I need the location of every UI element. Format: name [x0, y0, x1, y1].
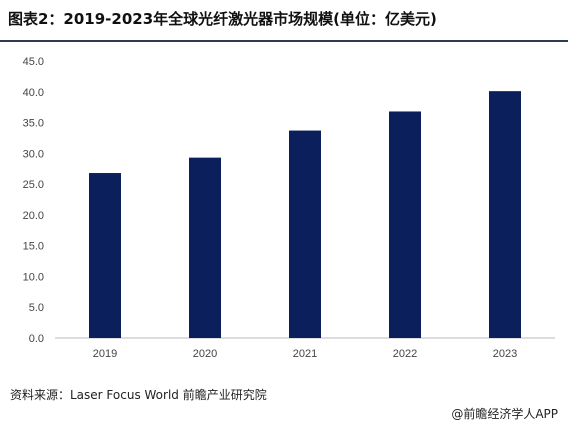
x-tick-label: 2021 [293, 348, 317, 360]
y-tick-label: 10.0 [23, 271, 44, 283]
y-axis-ticks: 0.0 5.0 10.0 15.0 20.0 25.0 30.0 35.0 40.0 45.0 [23, 56, 44, 345]
chart-title: 图表2：2019-2023年全球光纤激光器市场规模(单位：亿美元) [8, 10, 437, 28]
y-tick-label: 45.0 [23, 56, 44, 68]
bar-chart: 0.0 5.0 10.0 15.0 20.0 25.0 30.0 35.0 40.0 45.0 2… [23, 56, 555, 360]
brand-credit: @前瞻经济学人APP [451, 407, 558, 421]
x-tick-label: 2023 [493, 348, 517, 360]
y-tick-label: 0.0 [29, 333, 44, 345]
y-tick-label: 25.0 [23, 179, 44, 191]
bar-2023 [489, 91, 521, 338]
y-tick-label: 40.0 [23, 87, 44, 99]
y-tick-label: 15.0 [23, 241, 44, 253]
y-tick-label: 20.0 [23, 210, 44, 222]
bar-2019 [89, 173, 121, 338]
source-note: 资料来源：Laser Focus World 前瞻产业研究院 [10, 388, 267, 402]
x-tick-label: 2019 [93, 348, 117, 360]
bars [89, 91, 521, 338]
y-tick-label: 5.0 [29, 302, 44, 314]
bar-2021 [289, 130, 321, 338]
x-tick-label: 2022 [393, 348, 417, 360]
y-tick-label: 30.0 [23, 148, 44, 160]
bar-2022 [389, 111, 421, 338]
y-tick-label: 35.0 [23, 118, 44, 130]
x-axis-ticks: 2019 2020 2021 2022 2023 [93, 348, 517, 360]
bar-2020 [189, 157, 221, 338]
x-tick-label: 2020 [193, 348, 217, 360]
title-divider [0, 40, 568, 42]
